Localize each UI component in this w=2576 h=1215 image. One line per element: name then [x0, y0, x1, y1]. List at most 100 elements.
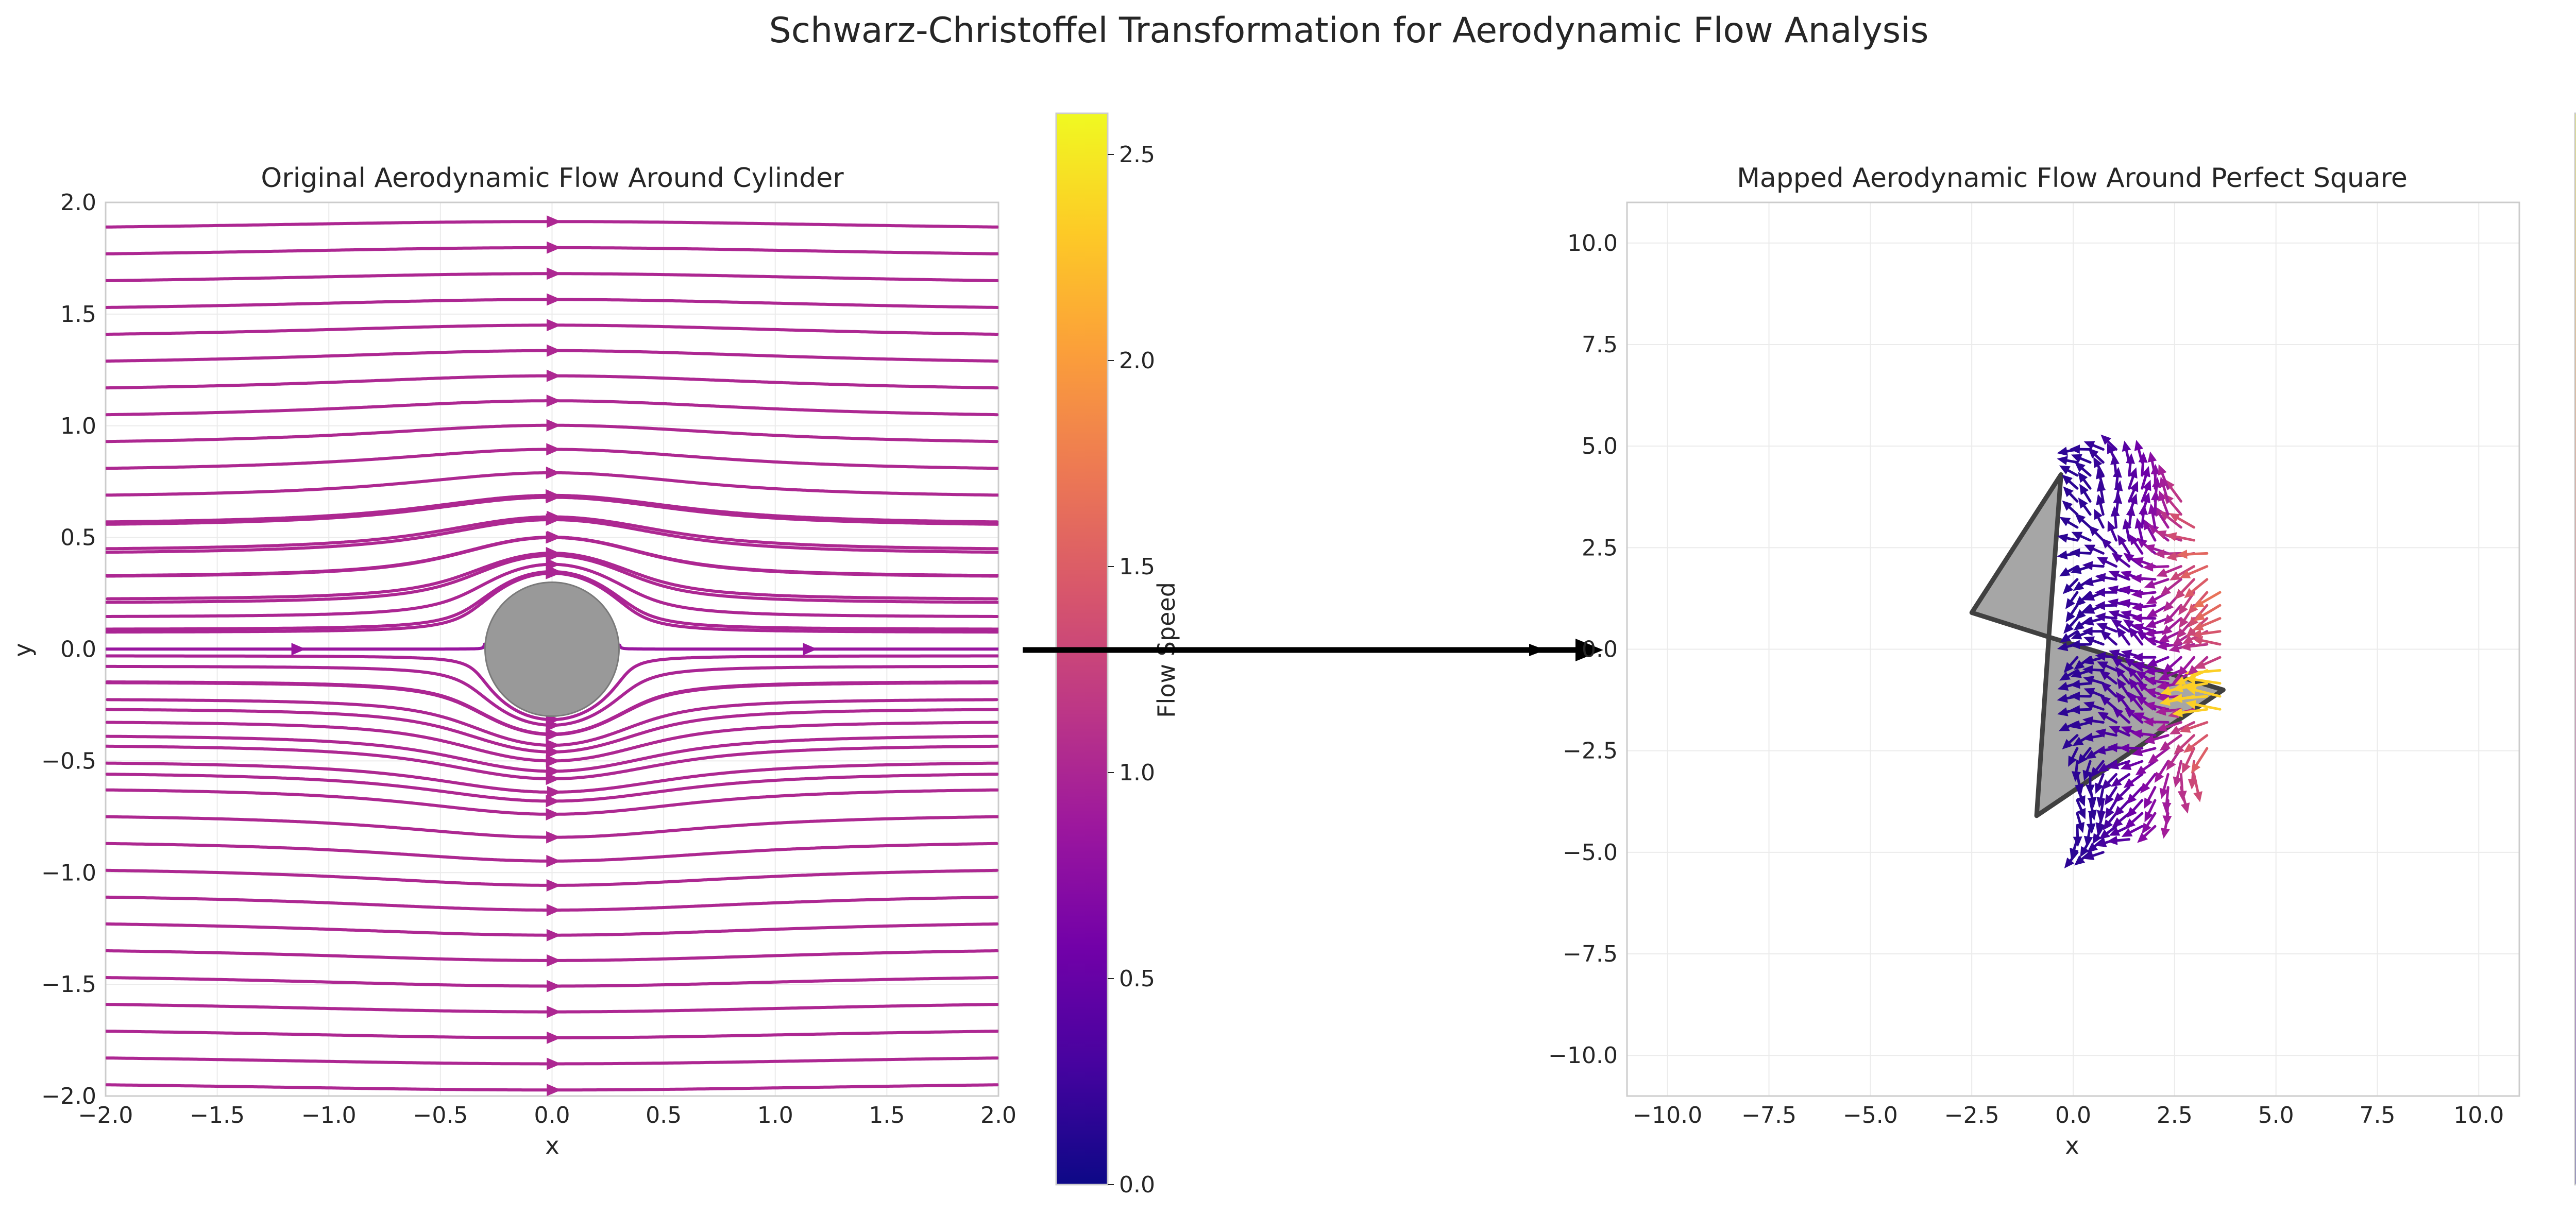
flow-vector-head [2174, 744, 2185, 755]
flow-vector-head [2113, 806, 2125, 817]
cylinder-x-tick-label: 0.0 [534, 1102, 570, 1128]
flow-vector-head [2112, 657, 2123, 668]
flow-vector [2176, 695, 2209, 700]
flow-vector-head [2191, 762, 2201, 774]
flow-vector-head [2119, 598, 2131, 608]
square-x-axis-label: x [2065, 1132, 2079, 1159]
flow-vector-head [2069, 691, 2080, 701]
flow-vector-head [2083, 636, 2095, 645]
flow-vector-head [2128, 493, 2138, 505]
flow-vector-head [2124, 708, 2136, 718]
flow-vector-head [2154, 772, 2164, 783]
flow-vector-head [2100, 630, 2111, 641]
flow-vector-head [2146, 595, 2158, 605]
flow-vector-head [2131, 589, 2142, 598]
flow-vector-head [2156, 692, 2166, 702]
streamline-arrowhead [547, 215, 562, 228]
flow-vector [2177, 682, 2209, 690]
flow-vector-head [2083, 835, 2093, 847]
flow-vector-head [2070, 548, 2080, 558]
flow-vector-head [2177, 550, 2188, 559]
flow-vector-head [2133, 662, 2145, 671]
streamline-arrowhead [546, 831, 561, 844]
flow-vector-head [2057, 550, 2068, 560]
flow-vector-head [2168, 513, 2180, 522]
flow-vector-head [2062, 500, 2073, 511]
flow-vector-head [2099, 829, 2110, 840]
flow-vector-head [2075, 822, 2085, 833]
flow-vector-head [2073, 581, 2084, 591]
flow-vector-head [2144, 676, 2156, 686]
flow-vector-head [2156, 723, 2167, 732]
flow-vector-head [2144, 579, 2156, 589]
flow-vector-head [2104, 794, 2114, 806]
flow-vector-head [2185, 627, 2197, 638]
flow-vector-head [2078, 471, 2088, 483]
square-y-tick-label: 10.0 [1567, 230, 1618, 256]
streamline-arrowhead [546, 904, 561, 917]
flow-vector-head [2115, 692, 2126, 703]
flow-vector-head [2172, 693, 2183, 703]
flow-vector-head [2073, 836, 2082, 847]
flow-vector-head [2103, 819, 2113, 830]
flow-vector-head [2082, 561, 2093, 571]
flow-vector-head [2123, 778, 2135, 789]
flow-vector-head [2057, 642, 2069, 652]
square-colorbar-gradient [2574, 112, 2576, 1186]
flow-vector-head [2096, 810, 2106, 822]
flow-vector-head [2131, 729, 2142, 739]
flow-vector-head [2146, 608, 2158, 618]
cylinder-y-tick-label: 2.0 [60, 190, 96, 216]
flow-vector-head [2097, 763, 2109, 772]
flow-vector-head [2083, 617, 2094, 626]
cylinder-x-tick-label: 1.0 [757, 1102, 793, 1128]
square-y-tick-label: −7.5 [1563, 941, 1618, 967]
cylinder-colorbar-tick-label: 2.0 [1119, 348, 1155, 374]
flow-vector-head [2100, 434, 2112, 445]
flow-vector-head [2074, 783, 2084, 795]
flow-vector-head [2147, 451, 2157, 463]
streamline-arrowhead [547, 1005, 562, 1018]
flow-vector-head [2095, 838, 2107, 847]
flow-vector-head [2175, 589, 2185, 600]
cylinder-colorbar-tick-label: 0.5 [1119, 966, 1155, 992]
square-y-tick-label: 2.5 [1582, 535, 1618, 561]
flow-vector-head [2086, 823, 2096, 834]
flow-vector-head [2156, 568, 2168, 577]
cylinder-x-tick-label: 0.5 [646, 1102, 682, 1128]
mapped-body-polygon [1969, 472, 2063, 640]
streamline-arrowhead [547, 786, 562, 799]
flow-vector-head [2120, 610, 2132, 620]
flow-vector [2190, 677, 2222, 685]
flow-vector-head [2131, 602, 2142, 612]
flow-vector-head [2133, 712, 2145, 721]
flow-vector-head [2191, 629, 2202, 639]
cylinder-colorbar: Flow Speed 0.00.51.01.52.02.5 [1055, 112, 1180, 1198]
flow-vector-head [2159, 741, 2171, 751]
streamline-arrowhead [546, 773, 561, 785]
cylinder-x-tick-label: −2.0 [78, 1102, 133, 1128]
flow-vector-head [2161, 828, 2170, 839]
flow-vector-head [2128, 626, 2139, 638]
flow-vector-head [2083, 701, 2095, 710]
streamline-arrowhead [547, 293, 562, 306]
arrow-secondary-head [1529, 644, 1546, 656]
streamline-arrowhead [546, 395, 561, 407]
flow-vector-head [2126, 793, 2137, 805]
flow-vector-head [2107, 520, 2116, 532]
streamline-arrowhead [547, 1057, 562, 1070]
flow-vector-head [2083, 441, 2095, 450]
flow-vector-head [2144, 811, 2154, 823]
flow-vector-head [2059, 671, 2071, 681]
flow-vector-head [2120, 571, 2132, 580]
flow-vector-head [2077, 808, 2086, 819]
flow-vector-head [2141, 492, 2150, 504]
streamline-arrowhead [546, 879, 561, 892]
streamline-arrowhead [546, 808, 561, 820]
square-x-tick-label: 2.5 [2157, 1102, 2193, 1128]
flow-vector-head [2120, 761, 2132, 770]
flow-vector-head [2177, 665, 2188, 677]
flow-vector-head [2088, 809, 2097, 821]
flow-vector-head [2093, 457, 2103, 468]
flow-vector-head [2132, 623, 2144, 632]
